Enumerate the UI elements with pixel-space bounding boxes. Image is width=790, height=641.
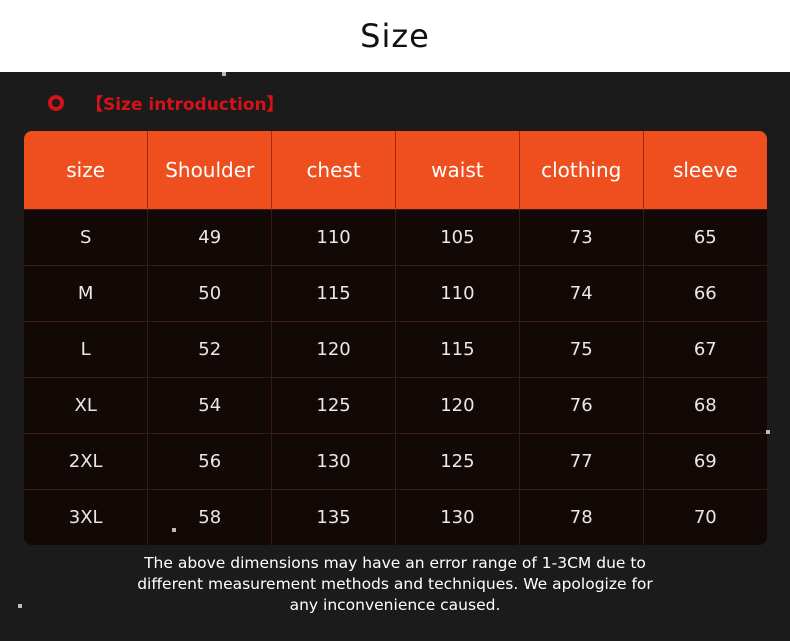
page-title: Size [360,17,430,55]
table-cell: 65 [643,209,767,266]
section-heading: 【Size introduction】 [48,90,284,115]
header-waist: waist [395,131,520,210]
table-cell: 120 [395,377,520,434]
table-cell: 115 [395,321,520,378]
table-cell: 78 [519,489,644,545]
table-cell: 110 [271,209,396,266]
note-line: The above dimensions may have an error r… [144,554,646,572]
table-cell: 58 [147,489,273,545]
table-cell: 76 [519,377,644,434]
table-cell: 73 [519,209,644,266]
section-title: 【Size introduction】 [86,95,284,115]
note-line: any inconvenience caused. [289,596,501,614]
table-cell: 130 [395,489,520,545]
table-cell: 120 [271,321,396,378]
table-cell: 75 [519,321,644,378]
table-cell: 135 [271,489,396,545]
header-size: size [24,131,149,210]
decor-dot [18,604,22,608]
table-cell: 69 [643,433,767,490]
table-cell: L [24,321,149,378]
size-table: size Shoulder chest waist clothing sleev… [24,131,767,545]
disclaimer-note: The above dimensions may have an error r… [0,553,790,616]
table-cell: 70 [643,489,767,545]
table-cell: XL [24,377,149,434]
header: Size [0,0,790,72]
header-clothing: clothing [519,131,644,210]
table-cell: 56 [147,433,273,490]
table-cell: 105 [395,209,520,266]
decor-dot [222,72,226,76]
table-row: XL 54 125 120 76 68 [24,377,767,434]
table-row: L 52 120 115 75 67 [24,321,767,378]
table-cell: 130 [271,433,396,490]
decor-dot [766,430,770,434]
header-sleeve: sleeve [643,131,767,210]
table-cell: 125 [395,433,520,490]
table-header-row: size Shoulder chest waist clothing sleev… [24,131,767,210]
circle-icon [48,94,64,111]
table-cell: 125 [271,377,396,434]
table-cell: 66 [643,265,767,322]
table-cell: 2XL [24,433,149,490]
table-cell: 54 [147,377,273,434]
table-cell: 50 [147,265,273,322]
table-row: 2XL 56 130 125 77 69 [24,433,767,490]
header-chest: chest [271,131,396,210]
table-cell: 110 [395,265,520,322]
table-cell: 77 [519,433,644,490]
table-row: 3XL 58 135 130 78 70 [24,489,767,545]
table-cell: 49 [147,209,273,266]
table-cell: 3XL [24,489,149,545]
decor-dot [172,528,176,532]
table-cell: 68 [643,377,767,434]
note-line: different measurement methods and techni… [137,575,653,593]
table-cell: 74 [519,265,644,322]
table-cell: 52 [147,321,273,378]
table-cell: 115 [271,265,396,322]
header-shoulder: Shoulder [147,131,273,210]
table-row: S 49 110 105 73 65 [24,209,767,266]
table-row: M 50 115 110 74 66 [24,265,767,322]
table-cell: M [24,265,149,322]
table-cell: S [24,209,149,266]
table-cell: 67 [643,321,767,378]
